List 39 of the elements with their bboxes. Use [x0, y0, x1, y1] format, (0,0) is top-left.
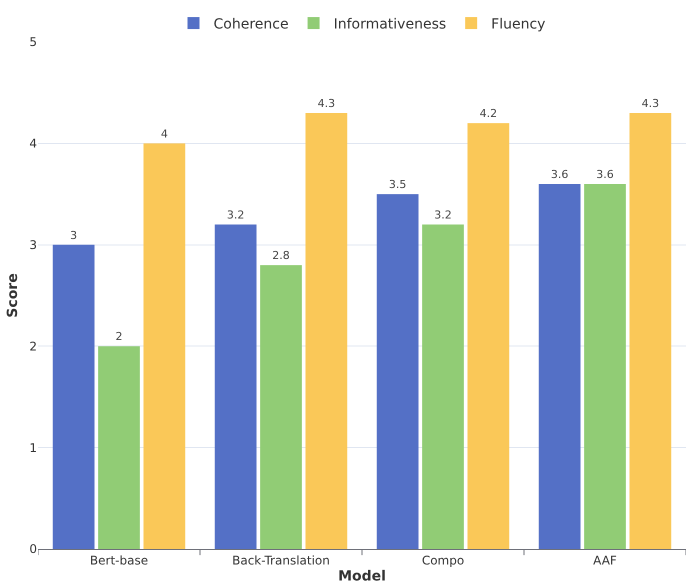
data-label: 4.3 — [318, 96, 336, 110]
x-tick-label: AAF — [593, 553, 617, 568]
data-label: 3 — [70, 228, 78, 242]
bar — [584, 184, 626, 549]
data-label: 3.2 — [434, 208, 452, 222]
bar — [305, 112, 348, 549]
data-label: 3.6 — [596, 168, 614, 181]
data-label: 2.8 — [272, 249, 290, 262]
bar — [260, 265, 302, 549]
bar — [422, 224, 464, 549]
data-label: 4 — [160, 127, 168, 140]
legend-label: Informativeness — [334, 16, 446, 33]
bar — [467, 123, 510, 549]
data-label: 3.6 — [550, 168, 568, 181]
bar — [538, 184, 581, 549]
y-tick-label: 0 — [29, 542, 37, 556]
data-label: 3.5 — [388, 178, 406, 192]
data-label: 3.2 — [226, 208, 244, 222]
bar — [214, 224, 257, 549]
x-axis-title: Model — [338, 568, 386, 585]
y-tick-label: 4 — [29, 136, 37, 151]
y-tick-label: 2 — [29, 339, 37, 354]
legend-label: Fluency — [491, 16, 546, 33]
data-label: 4.2 — [480, 107, 498, 120]
y-axis-title: Score — [4, 273, 21, 318]
data-label: 4.3 — [642, 96, 660, 110]
y-tick-label: 1 — [29, 440, 37, 455]
y-tick-label: 5 — [29, 35, 37, 50]
bar — [143, 143, 186, 549]
bar — [376, 194, 419, 549]
x-tick-label: Bert-base — [90, 553, 148, 568]
x-tick-label: Back-Translation — [232, 553, 330, 568]
x-tick-label: Compo — [422, 553, 464, 568]
legend-label: Coherence — [214, 16, 289, 33]
data-label: 2 — [116, 330, 122, 344]
y-tick-label: 3 — [29, 238, 37, 252]
bar — [98, 346, 140, 549]
bar — [52, 244, 95, 549]
bar — [629, 112, 672, 549]
